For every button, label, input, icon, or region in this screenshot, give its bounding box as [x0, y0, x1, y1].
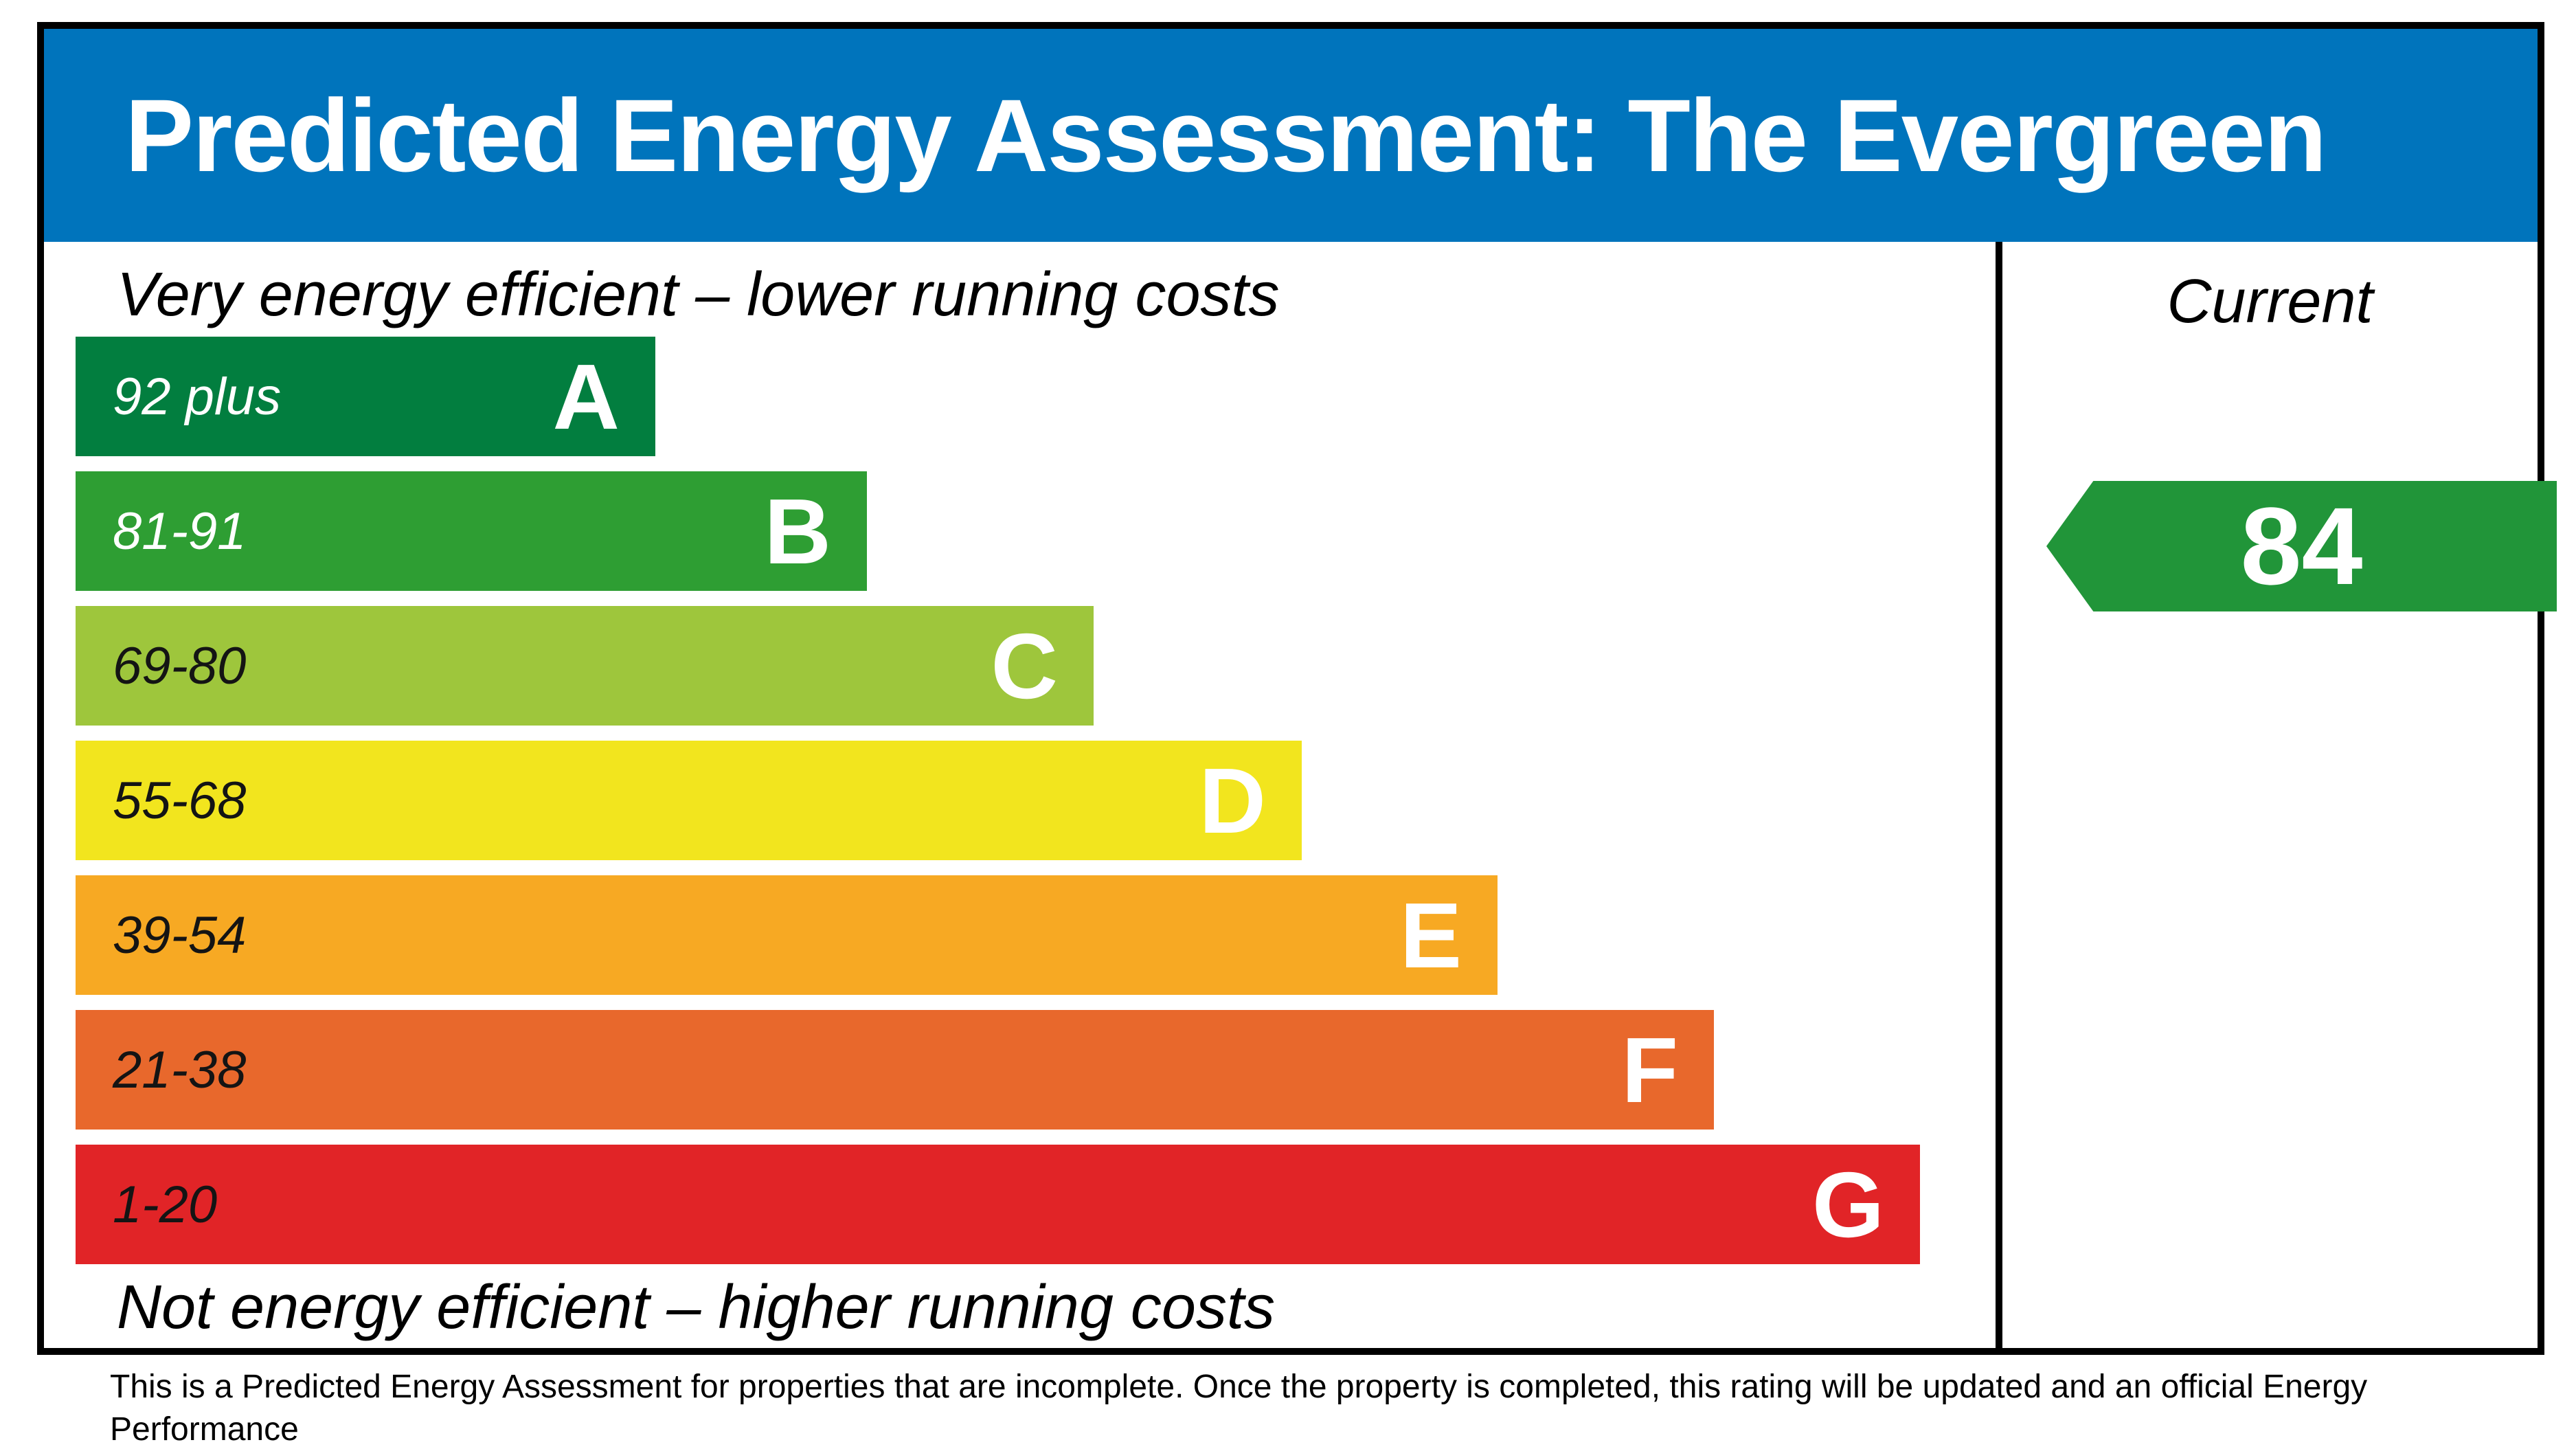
epc-band-row: 81-91 B	[76, 471, 867, 591]
epc-bands: 92 plus A 81-91 B 69-80 C 55-68 D 39-54 …	[44, 337, 1996, 1271]
band-letter: E	[1399, 883, 1462, 987]
band-letter: F	[1621, 1018, 1678, 1122]
certificate-title: Predicted Energy Assessment: The Evergre…	[125, 77, 2327, 193]
band-letter: C	[991, 614, 1059, 718]
band-range-label: 55-68	[113, 771, 247, 830]
certificate-panel: Predicted Energy Assessment: The Evergre…	[37, 22, 2557, 1355]
epc-band-row: 39-54 E	[76, 875, 1498, 995]
band-letter: A	[552, 344, 620, 449]
epc-band-row: 55-68 D	[76, 741, 1302, 860]
band-range-label: 69-80	[113, 636, 247, 695]
footer-note: This is a Predicted Energy Assessment fo…	[110, 1366, 2528, 1449]
band-range-label: 1-20	[113, 1175, 218, 1234]
bottom-caption: Not energy efficient – higher running co…	[117, 1273, 1275, 1342]
band-range-label: 21-38	[113, 1040, 247, 1099]
epc-band-row: 92 plus A	[76, 337, 655, 456]
band-letter: G	[1811, 1152, 1884, 1257]
certificate-header: Predicted Energy Assessment: The Evergre…	[44, 29, 2538, 242]
band-letter: D	[1199, 748, 1267, 853]
epc-band-row: 21-38 F	[76, 1010, 1714, 1130]
band-range-label: 81-91	[113, 502, 247, 561]
current-column-header: Current	[2167, 267, 2373, 336]
current-rating-arrow: 84	[2046, 481, 2557, 611]
epc-band-row: 69-80 C	[76, 606, 1094, 726]
footer-line-1: This is a Predicted Energy Assessment fo…	[110, 1369, 2368, 1448]
current-rating-value: 84	[2240, 484, 2363, 607]
column-divider	[1996, 242, 2002, 1348]
certificate-body: Very energy efficient – lower running co…	[44, 242, 2557, 1348]
band-letter: B	[764, 479, 832, 583]
current-column: Current 84	[2002, 242, 2557, 1348]
epc-band-row: 1-20 G	[76, 1145, 1920, 1264]
top-caption: Very energy efficient – lower running co…	[117, 260, 1280, 329]
band-range-label: 39-54	[113, 906, 247, 965]
band-range-label: 92 plus	[113, 367, 282, 426]
